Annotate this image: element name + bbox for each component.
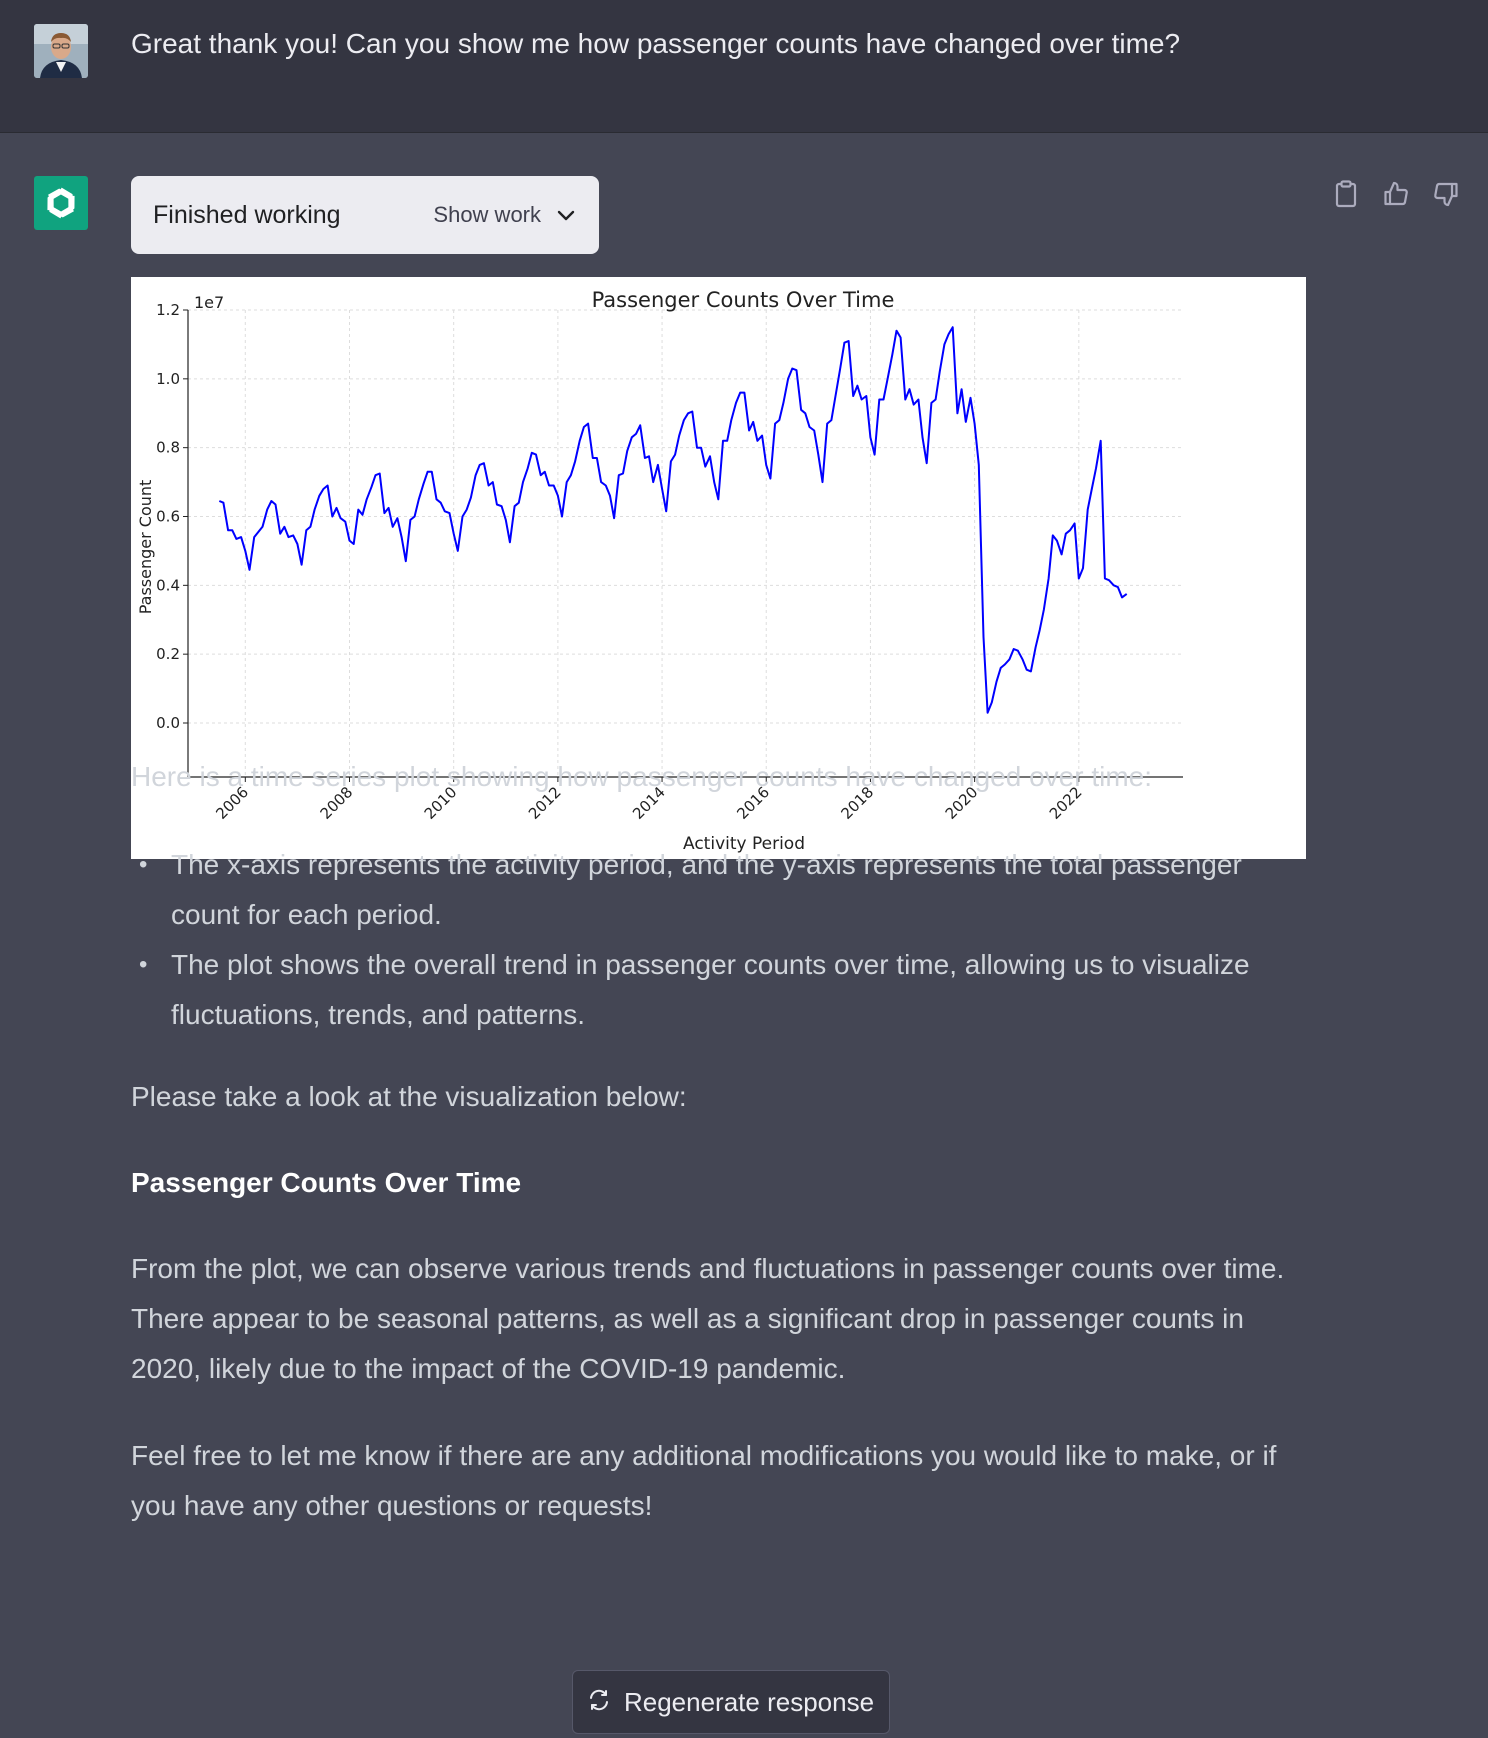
- user-avatar: [34, 24, 88, 78]
- assistant-message-row: Finished working Show work 0.0 0.2 0.4 0.6 0…: [0, 133, 1488, 1738]
- chatgpt-logo-icon: [34, 176, 88, 230]
- y-tick-label: 0.6: [156, 508, 180, 526]
- code-interpreter-status: Finished working Show work: [131, 176, 599, 254]
- y-tick-label: 0.4: [156, 576, 180, 594]
- bullet-item: The plot shows the overall trend in pass…: [131, 940, 1311, 1040]
- y-axis-label: Passenger Count: [136, 480, 155, 615]
- y-tick-label: 1.2: [156, 301, 180, 319]
- response-closing: Feel free to let me know if there are an…: [131, 1440, 1277, 1521]
- response-lead-in: Please take a look at the visualization …: [131, 1081, 687, 1112]
- response-bold-heading: Passenger Counts Over Time: [131, 1167, 522, 1198]
- message-actions: [1330, 178, 1462, 210]
- copy-icon[interactable]: [1330, 178, 1362, 210]
- thumbs-down-icon[interactable]: [1430, 178, 1462, 210]
- show-work-label: Show work: [433, 202, 541, 227]
- refresh-icon: [588, 1687, 610, 1718]
- thumbs-up-icon[interactable]: [1380, 178, 1412, 210]
- series-line: [218, 326, 1128, 714]
- chevron-down-icon: [557, 202, 575, 228]
- y-tick-label: 0.8: [156, 439, 180, 457]
- user-message-text: Great thank you! Can you show me how pas…: [131, 28, 1181, 59]
- show-work-button[interactable]: Show work: [433, 202, 575, 228]
- bullet-item: The x-axis represents the activity perio…: [131, 840, 1311, 940]
- y-offset-label: 1e7: [194, 293, 224, 312]
- regenerate-label: Regenerate response: [623, 1686, 875, 1717]
- y-tick-label: 0.0: [156, 714, 180, 732]
- regenerate-response-button[interactable]: Regenerate response: [572, 1670, 890, 1734]
- user-message-row: Great thank you! Can you show me how pas…: [0, 0, 1488, 133]
- response-intro: Here is a time series plot showing how p…: [131, 761, 1152, 792]
- passenger-chart: 0.0 0.2 0.4 0.6 0.8 1.0 1.2 2006 2008 2010 2012 201…: [131, 277, 1306, 859]
- y-tick-label: 1.0: [156, 370, 180, 388]
- response-observation: From the plot, we can observe various tr…: [131, 1253, 1285, 1384]
- y-tick-label: 0.2: [156, 645, 180, 663]
- chart-title: Passenger Counts Over Time: [592, 288, 895, 312]
- response-bullets: The x-axis represents the activity perio…: [131, 840, 1311, 1040]
- work-status-label: Finished working: [153, 201, 341, 229]
